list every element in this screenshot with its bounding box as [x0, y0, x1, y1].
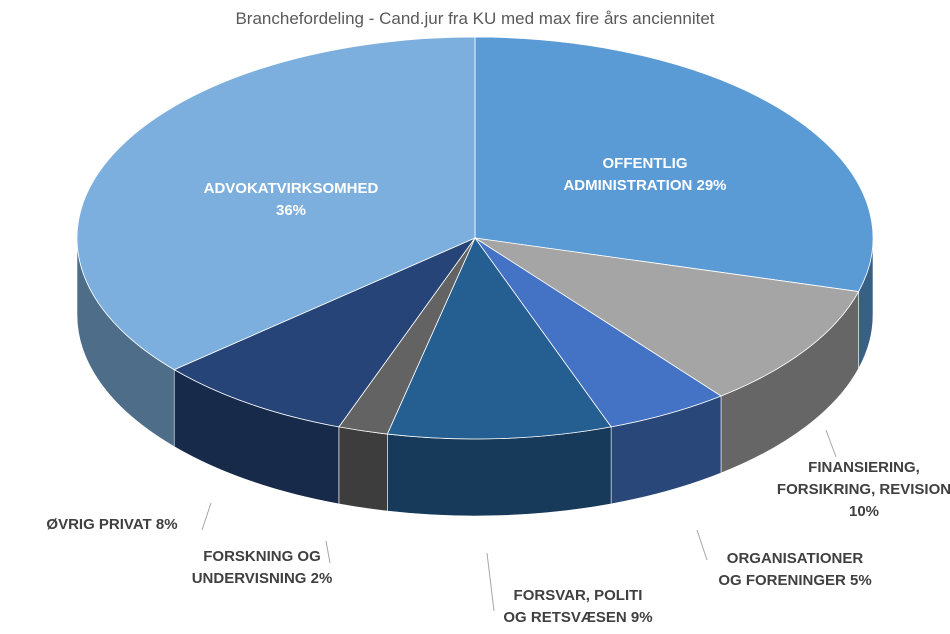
- pie-sides: [76, 237, 874, 517]
- slice-side-forskning: [338, 426, 388, 512]
- chart-title: Branchefordeling - Cand.jur fra KU med m…: [235, 9, 715, 28]
- leader-line-finans: [825, 429, 837, 458]
- slice-oevrig: [173, 237, 477, 428]
- leader-line-org: [696, 529, 708, 561]
- leader-lines: [201, 429, 837, 612]
- data-labels: OFFENTLIG ADMINISTRATION 29% FINANSIERING,…: [46, 155, 950, 626]
- data-label-advokat: ADVOKATVIRKSOMHED 36%: [204, 180, 379, 219]
- data-label-offentlig: OFFENTLIG ADMINISTRATION 29%: [563, 155, 726, 194]
- slice-finans: [474, 237, 860, 397]
- leader-line-oevrig: [201, 502, 212, 531]
- data-label-forsvar: FORSVAR, POLITI OG RETSVÆSEN 9%: [503, 587, 652, 626]
- data-label-finans: FINANSIERING, FORSIKRING, REVISION 10%: [777, 459, 950, 520]
- leader-line-forskning: [325, 540, 331, 564]
- data-label-org: ORGANISATIONER OG FORENINGER 5%: [718, 550, 871, 589]
- data-label-oevrig: ØVRIG PRIVAT 8%: [46, 516, 177, 533]
- slice-advokat: [76, 36, 476, 371]
- slice-offentlig: [474, 36, 874, 292]
- slice-forsvar: [386, 237, 612, 440]
- slice-side-forsvar: [387, 426, 612, 517]
- data-label-forskning: FORSKNING OG UNDERVISNING 2%: [192, 548, 333, 587]
- leader-line-forsvar: [486, 552, 495, 612]
- pie-tops: [76, 36, 874, 440]
